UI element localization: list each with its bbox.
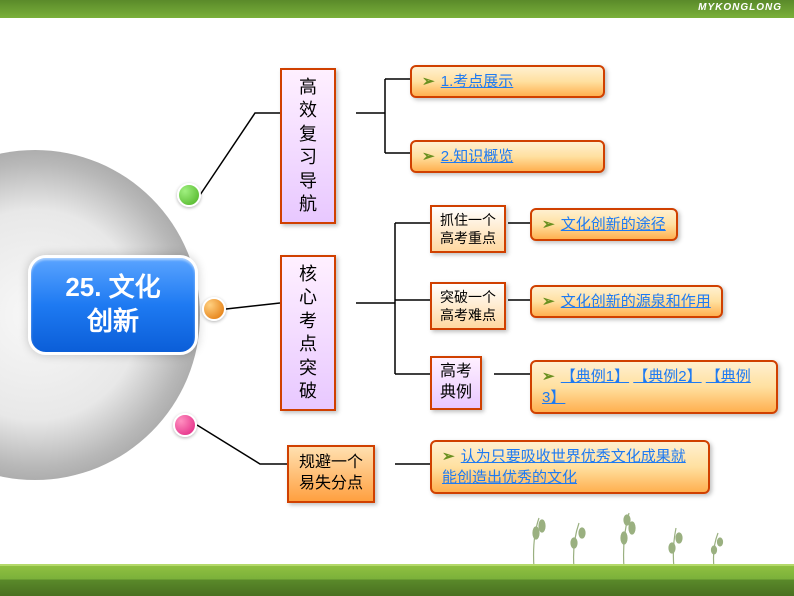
sub-key-point: 抓住一个高考重点 [430,205,506,253]
leaf-examples[interactable]: ➢ 【典例1】 【典例2】 【典例3】 [530,360,778,414]
chevron-icon: ➢ [542,214,555,235]
main-topic-node: 25. 文化创新 [28,255,198,355]
arc-node-green [177,183,201,207]
leaf-exam-points[interactable]: ➢ 1.考点展示 [410,65,605,98]
chevron-icon: ➢ [542,366,555,387]
chevron-icon: ➢ [442,446,455,467]
leaf-innovation-source[interactable]: ➢ 文化创新的源泉和作用 [530,285,723,318]
branch-2-label: 核心考点突破 [299,264,317,401]
chevron-icon: ➢ [422,71,435,92]
main-topic-label: 25. 文化创新 [65,271,160,339]
branch-3-label: 规避一个易失分点 [299,454,363,492]
chevron-icon: ➢ [542,291,555,312]
sub-difficult-point: 突破一个高考难点 [430,282,506,330]
footer-bar [0,564,794,596]
leaf-innovation-path[interactable]: ➢ 文化创新的途径 [530,208,678,241]
plant-decoration [514,498,734,568]
leaf-2a-link[interactable]: 文化创新的途径 [561,216,666,233]
header-bar [0,0,794,18]
branch-efficient-review: 高效复习导航 [280,68,336,224]
leaf-1a-link[interactable]: 1.考点展示 [441,73,514,90]
arc-node-orange [202,297,226,321]
branch-avoid-mistakes: 规避一个易失分点 [287,445,375,503]
sub-3-label: 高考典例 [440,363,472,401]
branch-core-points: 核心考点突破 [280,255,336,411]
leaf-avoid-mistake-detail[interactable]: ➢ 认为只要吸收世界优秀文化成果就能创造出优秀的文化 [430,440,710,494]
sub-2-label: 突破一个高考难点 [440,289,496,323]
leaf-2c-link-1[interactable]: 【典例1】 [561,368,629,385]
leaf-2b-link[interactable]: 文化创新的源泉和作用 [561,293,711,310]
leaf-2c-link-2[interactable]: 【典例2】 [633,368,701,385]
branch-1-label: 高效复习导航 [299,77,317,214]
leaf-1b-link[interactable]: 2.知识概览 [441,148,514,165]
sub-examples: 高考典例 [430,356,482,410]
brand-text: MYKONGLONG [698,2,782,13]
sub-1-label: 抓住一个高考重点 [440,212,496,246]
leaf-knowledge-overview[interactable]: ➢ 2.知识概览 [410,140,605,173]
chevron-icon: ➢ [422,146,435,167]
leaf-3-link[interactable]: 认为只要吸收世界优秀文化成果就能创造出优秀的文化 [442,448,686,486]
arc-node-pink [173,413,197,437]
